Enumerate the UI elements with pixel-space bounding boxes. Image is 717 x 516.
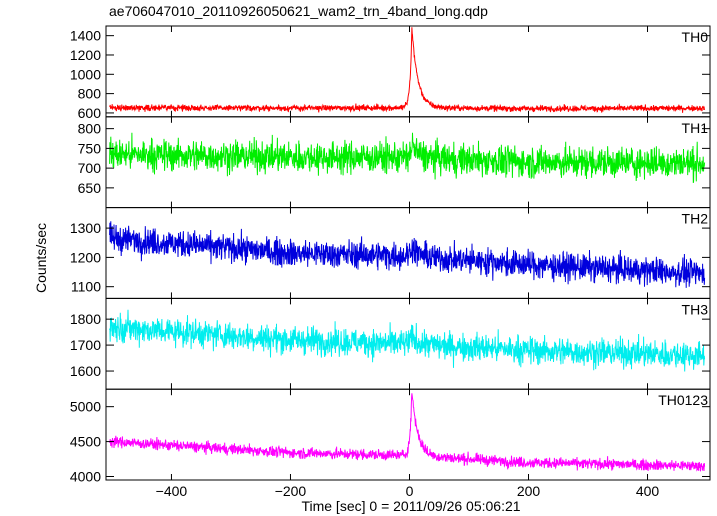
y-tick-label: 1200 xyxy=(70,249,101,265)
y-tick-label: 1700 xyxy=(70,337,101,353)
y-tick-label: 1000 xyxy=(70,66,101,82)
x-tick-label: 0 xyxy=(406,483,414,499)
series-line-th1 xyxy=(109,132,706,183)
series-line-th0123 xyxy=(109,393,706,472)
y-tick-label: 4500 xyxy=(70,434,101,450)
panel-label: TH0123 xyxy=(658,392,708,408)
y-tick-label: 600 xyxy=(78,105,102,121)
x-tick-label: 200 xyxy=(517,483,541,499)
x-tick-label: −400 xyxy=(156,483,188,499)
y-tick-label: 650 xyxy=(78,180,102,196)
panel-frame-th0 xyxy=(105,25,711,118)
y-tick-label: 800 xyxy=(78,121,102,137)
panel-label: TH2 xyxy=(682,211,709,227)
panel-label: TH3 xyxy=(682,301,709,317)
y-tick-label: 1800 xyxy=(70,311,101,327)
y-tick-label: 700 xyxy=(78,160,102,176)
series-line-th0 xyxy=(109,27,706,114)
panel-label: TH1 xyxy=(682,120,709,136)
y-tick-label: 1600 xyxy=(70,363,101,379)
y-axis-label: Counts/sec xyxy=(33,223,49,293)
chart-title: ae706047010_20110926050621_wam2_trn_4ban… xyxy=(109,3,488,19)
y-tick-label: 1300 xyxy=(70,220,101,236)
x-tick-label: −200 xyxy=(275,483,307,499)
panel-label: TH0 xyxy=(682,29,709,45)
y-tick-label: 1400 xyxy=(70,28,101,44)
series-line-th3 xyxy=(109,309,706,372)
y-tick-label: 1100 xyxy=(71,279,101,295)
x-axis-label: Time [sec] 0 = 2011/09/26 05:06:21 xyxy=(301,498,520,514)
y-tick-label: 1200 xyxy=(70,47,101,63)
y-tick-label: 4000 xyxy=(70,469,101,485)
y-tick-label: 800 xyxy=(78,86,102,102)
series-line-th2 xyxy=(109,221,706,288)
x-tick-label: 400 xyxy=(636,483,660,499)
panel-frame-th0123 xyxy=(105,388,711,481)
y-tick-label: 5000 xyxy=(70,399,101,415)
y-tick-label: 750 xyxy=(78,140,102,156)
